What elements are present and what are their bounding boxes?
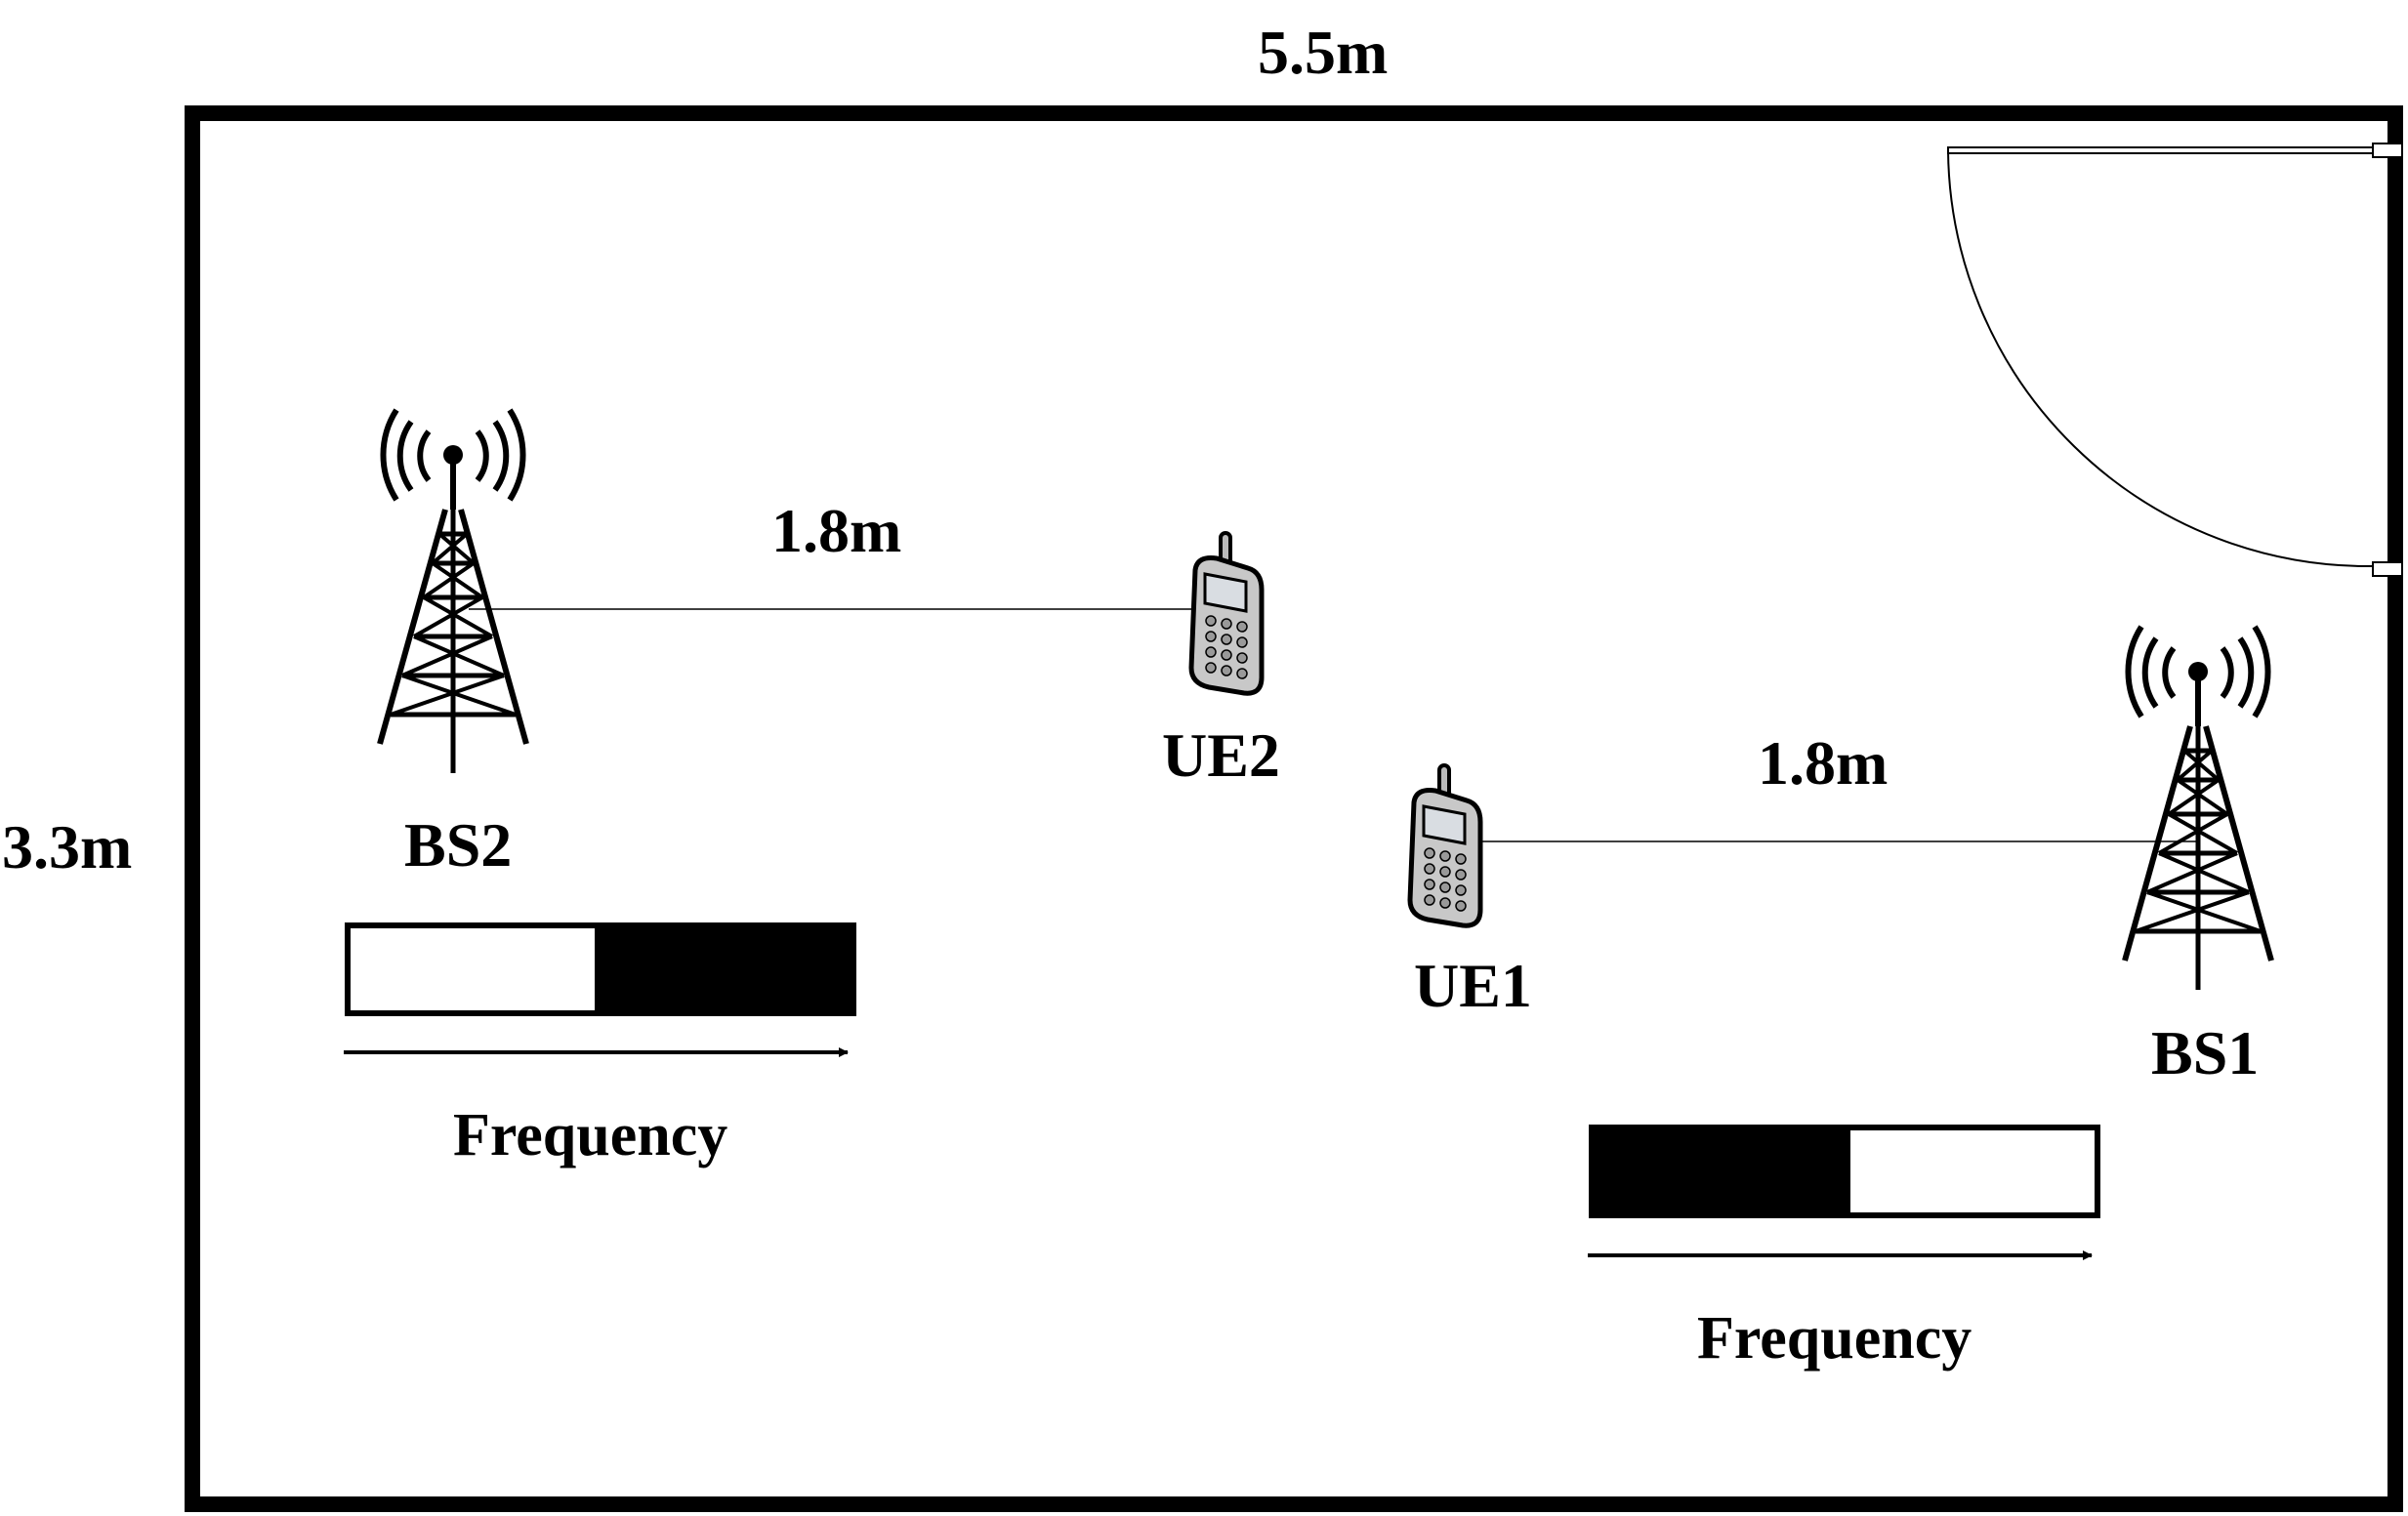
cell-tower-icon — [380, 410, 526, 773]
mobile-phone-icon — [1410, 765, 1480, 925]
ue2-label: UE2 — [1162, 720, 1280, 790]
ue1-label: UE1 — [1414, 951, 1532, 1020]
distance-label-bs2-ue2: 1.8m — [771, 496, 902, 565]
door — [1947, 143, 2403, 577]
bs2-label: BS2 — [404, 810, 513, 880]
mobile-phone-icon — [1191, 533, 1262, 693]
cell-tower-icon — [2125, 627, 2271, 990]
room-width-label: 5.5m — [1258, 18, 1389, 87]
spectrum-bar-bs2 — [344, 922, 856, 1057]
spectrum-bar-bs1 — [1588, 1125, 2100, 1260]
bs1-label: BS1 — [2151, 1018, 2260, 1087]
frequency-label-bs2: Frequency — [453, 1102, 728, 1168]
room-height-label: 3.3m — [2, 812, 133, 881]
distance-label-ue1-bs1: 1.8m — [1758, 728, 1889, 798]
frequency-label-bs1: Frequency — [1697, 1305, 1972, 1372]
room-wall — [185, 105, 2403, 1512]
